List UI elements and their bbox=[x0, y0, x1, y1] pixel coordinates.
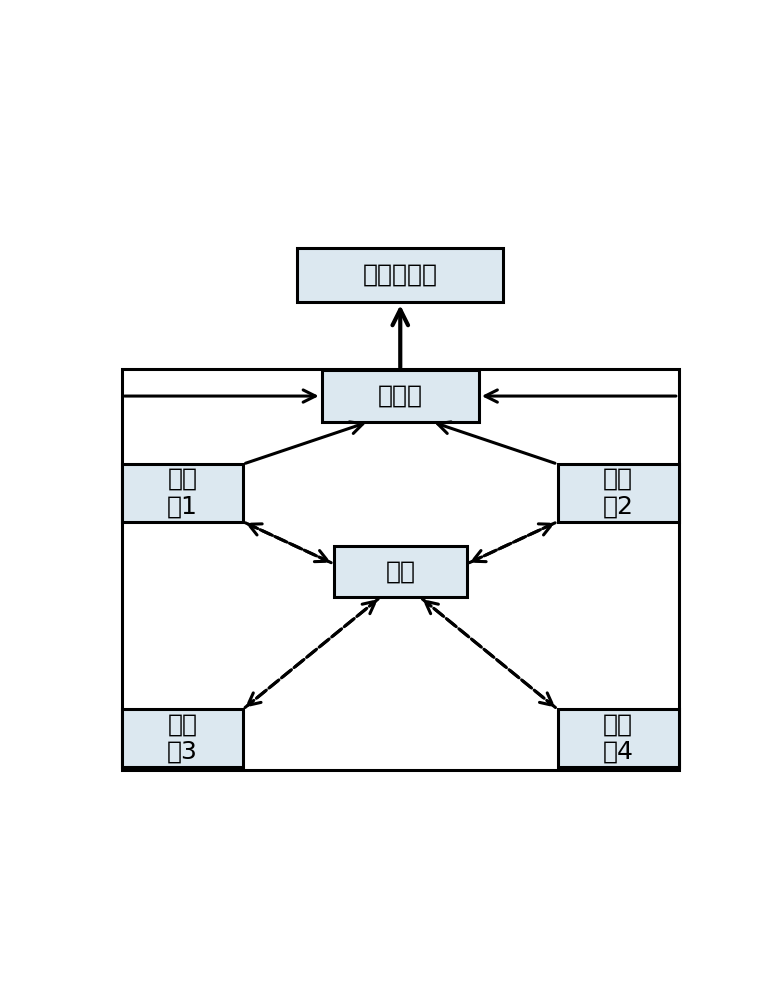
FancyBboxPatch shape bbox=[558, 709, 679, 767]
Text: 从锚
点1: 从锚 点1 bbox=[167, 467, 198, 519]
FancyBboxPatch shape bbox=[298, 248, 503, 302]
Text: 主锚点: 主锚点 bbox=[378, 384, 423, 408]
Text: 从锚
点2: 从锚 点2 bbox=[603, 467, 633, 519]
Text: 标签: 标签 bbox=[385, 560, 415, 584]
FancyBboxPatch shape bbox=[122, 464, 243, 522]
FancyBboxPatch shape bbox=[122, 709, 243, 767]
FancyBboxPatch shape bbox=[333, 546, 467, 597]
Text: 定位服务器: 定位服务器 bbox=[362, 263, 438, 287]
FancyBboxPatch shape bbox=[558, 464, 679, 522]
Text: 从锚
点3: 从锚 点3 bbox=[167, 712, 198, 764]
Text: 从锚
点4: 从锚 点4 bbox=[603, 712, 633, 764]
FancyBboxPatch shape bbox=[322, 370, 479, 422]
